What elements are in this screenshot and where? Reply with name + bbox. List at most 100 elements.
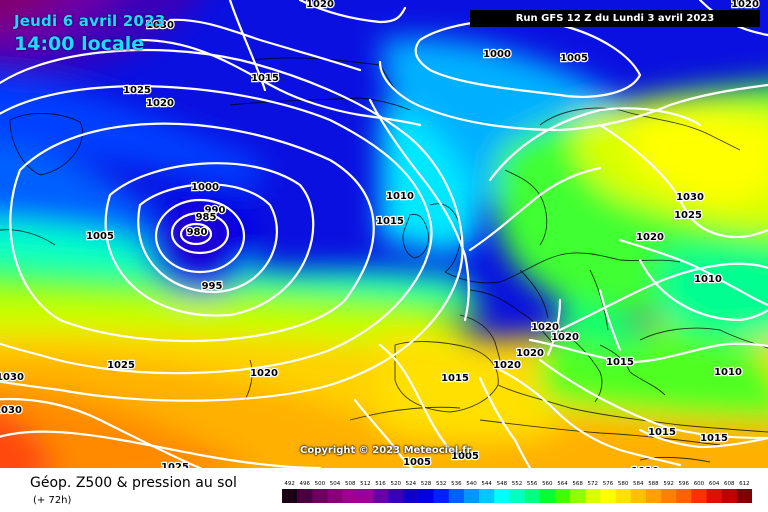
isobar-label: 1030 [146, 20, 174, 31]
legend-swatch [554, 489, 571, 503]
legend-tick-label: 500 [315, 481, 326, 487]
legend-tick-label: 512 [360, 481, 371, 487]
legend-tick-label: 536 [451, 481, 462, 487]
legend-swatch [448, 489, 465, 503]
legend-tick-label: 604 [709, 481, 720, 487]
legend-tick-label: 532 [436, 481, 447, 487]
color-scale-legend: 492 496 500 504 508 512 516 520 524 528 532 536 540 5… [282, 481, 752, 503]
legend-swatch [433, 489, 450, 503]
legend-swatch [372, 489, 389, 503]
legend-swatch [645, 489, 662, 503]
isobar-label: 1020 [306, 0, 334, 10]
legend-tick-label: 508 [345, 481, 356, 487]
legend-tick-label: 600 [694, 481, 705, 487]
isobar-label: 1005 [86, 231, 114, 242]
legend-tick-label: 516 [375, 481, 386, 487]
legend-swatch [630, 489, 647, 503]
legend-tick-label: 524 [406, 481, 417, 487]
legend-swatch [706, 489, 722, 503]
legend-swatch [342, 489, 359, 503]
isobar-label: 1030 [0, 372, 24, 383]
legend-swatch [357, 489, 374, 503]
isobar-label: 980 [187, 227, 208, 238]
isobar-label: 1020 [636, 232, 664, 243]
legend-swatch [661, 489, 677, 503]
lead-time: (+ 72h) [33, 495, 72, 506]
isobar-label: 1030 [676, 192, 704, 203]
legend-swatch [479, 489, 495, 503]
isobar-label: 1025 [123, 85, 151, 96]
legend-swatch [494, 489, 510, 503]
legend-swatch [463, 489, 480, 503]
legend-tick-label: 576 [603, 481, 614, 487]
isobar-label: 1020 [250, 368, 278, 379]
legend-swatch [388, 489, 404, 503]
product-title: Géop. Z500 & pression au sol [30, 475, 237, 491]
legend-swatch [282, 489, 298, 503]
isobar-label: 1015 [251, 73, 279, 84]
isobar-label: 985 [196, 212, 217, 223]
isobar-label: 1010 [714, 367, 742, 378]
forecast-time: 14:00 locale [14, 33, 145, 55]
isobar-label: 1025 [107, 360, 135, 371]
isobar-label: 1010 [631, 466, 659, 468]
isobar-label: 1020 [531, 322, 559, 333]
legend-swatch [721, 489, 738, 503]
legend-swatch [297, 489, 313, 503]
legend-tick-label: 528 [421, 481, 432, 487]
isobar-label: 1005 [560, 53, 588, 64]
legend-tick-label: 584 [633, 481, 644, 487]
isobar-label: 1000 [483, 49, 511, 60]
isobar-label: 1025 [161, 462, 189, 468]
isobar-label: 1020 [493, 360, 521, 371]
isobar-label: 1000 [191, 182, 219, 193]
legend-tick-label: 612 [739, 481, 750, 487]
legend-swatch [615, 489, 632, 503]
legend-tick-label: 580 [618, 481, 629, 487]
forecast-date: Jeudi 6 avril 2023 [14, 12, 166, 30]
legend-swatch [418, 489, 434, 503]
legend-swatch [691, 489, 707, 503]
legend-tick-label: 504 [330, 481, 341, 487]
legend-swatch [312, 489, 328, 503]
legend-swatch [585, 489, 601, 503]
isobar-label: 1015 [376, 216, 404, 227]
isobar-label: 1010 [694, 274, 722, 285]
legend-swatch [736, 489, 752, 503]
legend-tick-label: 592 [663, 481, 674, 487]
legend-tick-label: 608 [724, 481, 735, 487]
legend-swatch [539, 489, 556, 503]
isobar-label: 1005 [403, 457, 431, 468]
legend-tick-label: 588 [648, 481, 659, 487]
legend-tick-label: 596 [679, 481, 690, 487]
isobar-label: 1020 [551, 332, 579, 343]
legend-tick-label: 520 [390, 481, 401, 487]
legend-swatch [570, 489, 586, 503]
legend-tick-label: 552 [512, 481, 523, 487]
legend-tick-label: 492 [284, 481, 295, 487]
isobar-label: 1020 [731, 0, 759, 10]
legend-tick-label: 560 [542, 481, 553, 487]
copyright-notice: Copyright © 2023 Meteociel.fr [300, 445, 472, 456]
legend-swatch [403, 489, 419, 503]
isobar-label: 1020 [146, 98, 174, 109]
isobar-label: 1015 [648, 427, 676, 438]
legend-swatch [524, 489, 541, 503]
legend-bar: Géop. Z500 & pression au sol (+ 72h) 492… [0, 468, 768, 512]
isobar-label: 1020 [516, 348, 544, 359]
legend-tick-label: 544 [481, 481, 492, 487]
legend-tick-label: 496 [299, 481, 310, 487]
legend-tick-label: 568 [572, 481, 583, 487]
isobar-label: 1010 [386, 191, 414, 202]
legend-swatch [327, 489, 343, 503]
isobar-label: 1015 [606, 357, 634, 368]
isobar-label: 1025 [674, 210, 702, 221]
legend-tick-label: 564 [557, 481, 568, 487]
isobar-label: 995 [202, 281, 223, 292]
isobars [0, 0, 768, 468]
model-run-label: Run GFS 12 Z du Lundi 3 avril 2023 [470, 10, 760, 27]
legend-tick-label: 548 [497, 481, 508, 487]
isobar-label: 1015 [441, 373, 469, 384]
